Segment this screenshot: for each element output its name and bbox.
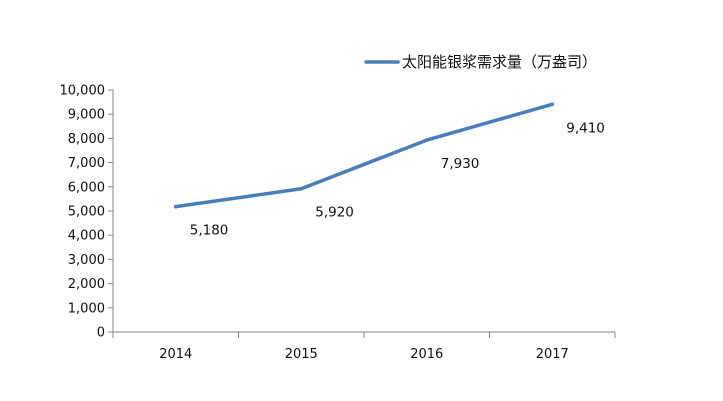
data-point	[550, 102, 555, 107]
y-tick-label: 0	[97, 326, 105, 341]
data-label: 5,920	[315, 205, 354, 221]
data-point	[173, 204, 178, 209]
y-tick-label: 2,000	[68, 277, 105, 292]
x-tick-label: 2014	[159, 347, 192, 362]
y-tick-label: 5,000	[68, 205, 105, 220]
y-axis: 0 1,000 2,000 3,000 4,000 5,000 6,000 7,000 8,00…	[60, 84, 114, 341]
y-tick-label: 6,000	[68, 180, 105, 195]
y-tick-label: 9,000	[68, 108, 105, 123]
y-tick-label: 3,000	[68, 253, 105, 268]
data-labels: 5,180 5,920 7,930 9,410	[190, 120, 605, 238]
x-axis: 2014 2015 2016 2017	[112, 331, 616, 362]
y-tick-label: 8,000	[68, 132, 105, 147]
data-label: 7,930	[441, 156, 480, 172]
data-label: 9,410	[566, 120, 605, 136]
data-label: 5,180	[190, 223, 229, 239]
series-line	[174, 102, 554, 209]
legend-label: 太阳能银浆需求量（万盎司）	[402, 53, 597, 71]
data-point	[424, 138, 429, 142]
data-point	[299, 186, 304, 191]
y-tick-label: 4,000	[68, 229, 105, 244]
legend: 太阳能银浆需求量（万盎司）	[364, 53, 597, 71]
series-layer	[173, 102, 555, 209]
y-tick-label: 10,000	[60, 84, 106, 99]
x-tick-label: 2017	[536, 347, 569, 362]
y-tick-label: 7,000	[68, 156, 105, 171]
x-tick-label: 2016	[410, 347, 443, 362]
y-tick-label: 1,000	[68, 301, 105, 316]
x-tick-label: 2015	[285, 347, 318, 362]
